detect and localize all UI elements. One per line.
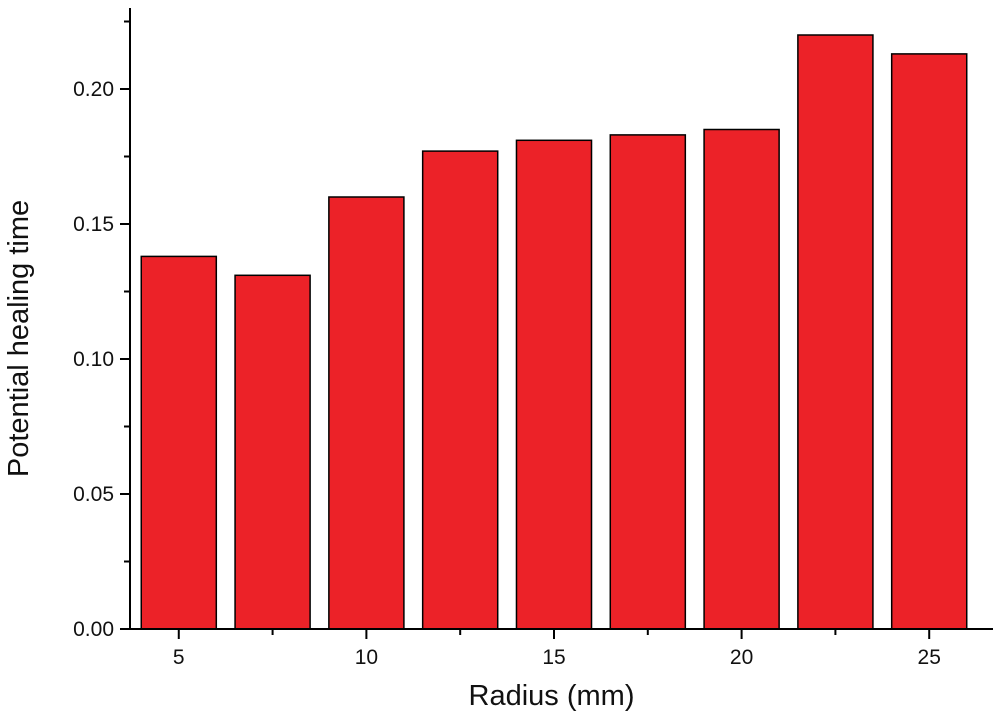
bar xyxy=(609,134,687,630)
y-tick-label: 0.00 xyxy=(73,618,114,641)
x-tick-label: 5 xyxy=(173,646,185,669)
y-tick-label: 0.15 xyxy=(73,213,114,236)
x-tick-label: 10 xyxy=(355,646,378,669)
bar xyxy=(328,196,405,630)
y-tick-label: 0.10 xyxy=(73,348,114,371)
bar xyxy=(890,53,968,630)
x-tick-label: 15 xyxy=(542,646,565,669)
y-tick-label: 0.20 xyxy=(73,78,114,101)
bar xyxy=(140,255,218,630)
y-tick-label: 0.05 xyxy=(73,483,114,506)
x-tick-label: 25 xyxy=(918,646,941,669)
x-axis-title: Radius (mm) xyxy=(469,680,635,712)
x-tick-label: 20 xyxy=(730,646,753,669)
y-axis-title: Potential healing time xyxy=(3,200,35,477)
bar xyxy=(421,150,499,630)
bar xyxy=(234,274,311,630)
bar xyxy=(703,128,780,630)
y-axis-ticks: 0.00 0.05 0.10 0.15 0.20 xyxy=(73,20,130,641)
bar xyxy=(515,139,593,630)
x-axis-ticks: 5 10 15 20 25 xyxy=(173,629,941,669)
bar-group xyxy=(140,34,968,630)
bar xyxy=(797,34,874,630)
